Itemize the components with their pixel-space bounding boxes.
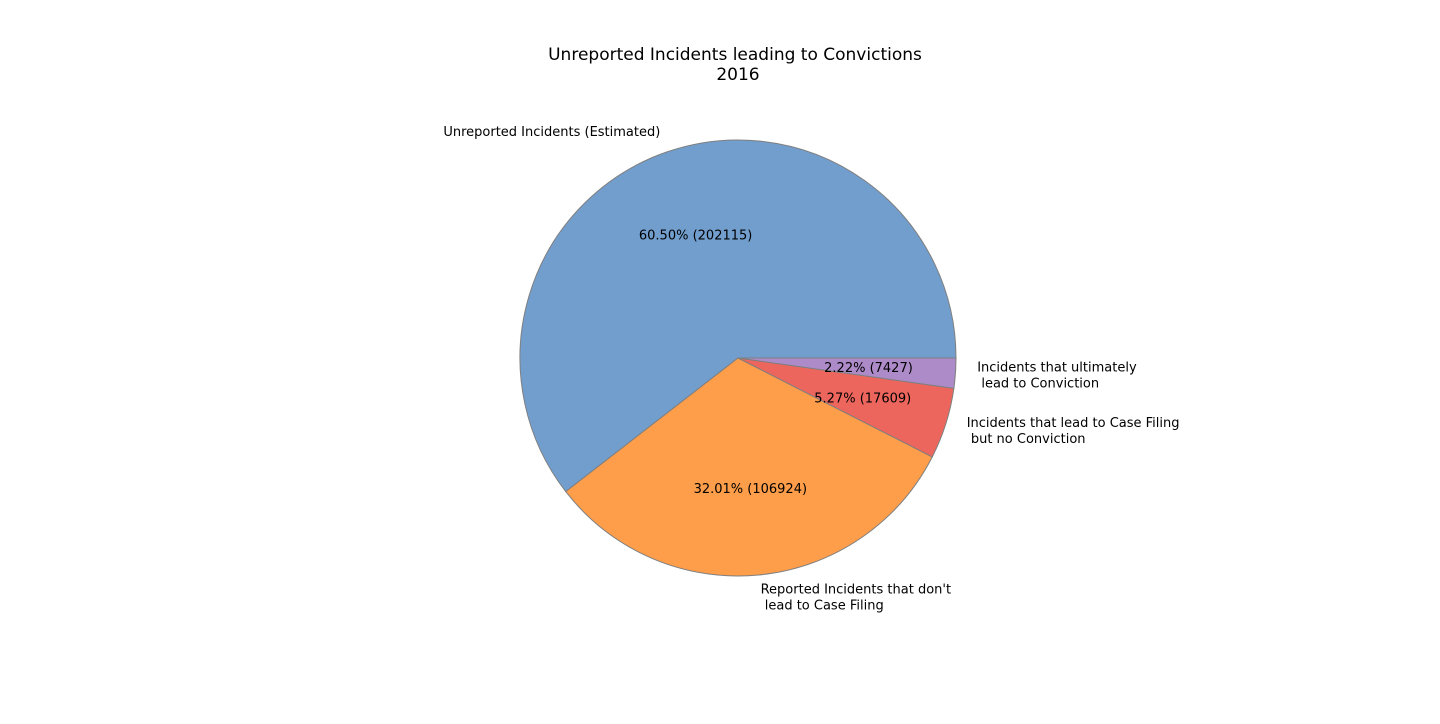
slice-label-line: Reported Incidents that don't bbox=[761, 583, 951, 598]
pie-slice-1 bbox=[565, 357, 933, 577]
slice-label-line: Incidents that lead to Case Filing bbox=[967, 416, 1180, 431]
slice-label-3: Incidents that ultimately lead to Convic… bbox=[977, 361, 1137, 392]
pie-slice-0 bbox=[519, 139, 957, 493]
percent-label-2: 5.27% (17609) bbox=[814, 391, 911, 406]
slices-layer bbox=[519, 139, 957, 577]
slice-label-line: Unreported Incidents (Estimated) bbox=[443, 125, 660, 140]
slice-label-line: but no Conviction bbox=[967, 432, 1086, 447]
slice-label-2: Incidents that lead to Case Filing but n… bbox=[967, 416, 1180, 447]
labels-layer: Unreported Incidents (Estimated) 60.50% (… bbox=[443, 125, 1179, 614]
percent-label-1: 32.01% (106924) bbox=[694, 482, 807, 497]
chart-subtitle: 2016 bbox=[716, 65, 759, 85]
slice-label-line: lead to Conviction bbox=[977, 377, 1099, 392]
percent-label-3: 2.22% (7427) bbox=[824, 361, 913, 376]
chart-title: Unreported Incidents leading to Convicti… bbox=[548, 45, 922, 65]
pie-slice-3 bbox=[737, 357, 957, 389]
slice-label-0: Unreported Incidents (Estimated) bbox=[443, 125, 660, 140]
slice-label-line: lead to Case Filing bbox=[761, 599, 884, 614]
percent-label-0: 60.50% (202115) bbox=[639, 228, 752, 243]
slice-label-line: Incidents that ultimately bbox=[977, 361, 1137, 376]
slice-label-1: Reported Incidents that don't lead to Ca… bbox=[761, 583, 951, 614]
